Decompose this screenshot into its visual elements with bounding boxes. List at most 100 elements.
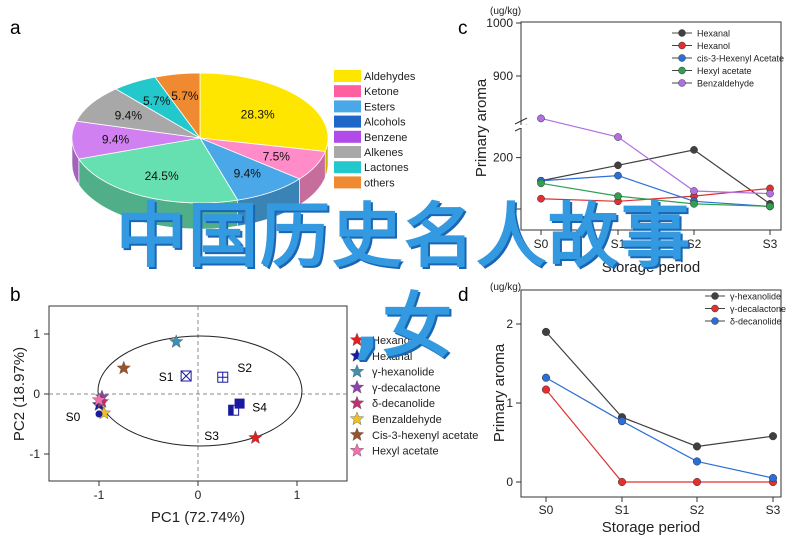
legend-label: Benzene xyxy=(364,132,407,144)
pie-slice xyxy=(199,72,329,152)
pie-chart: 28.3%7.5%9.4%24.5%9.4%9.4%5.7% 5.7% xyxy=(71,72,329,230)
y-tick-label: 0 xyxy=(33,387,40,401)
legend-marker xyxy=(349,364,365,378)
sample-marker xyxy=(228,404,240,416)
sample-marker-plus xyxy=(217,372,228,383)
legend-marker xyxy=(678,54,686,62)
series-line xyxy=(545,377,774,479)
data-point xyxy=(614,171,622,180)
loading-marker xyxy=(91,392,107,407)
legend-label: Hexanol xyxy=(697,41,730,51)
x-tick-label: S1 xyxy=(615,503,630,517)
y-tick-label: 0 xyxy=(506,475,513,489)
sample-label: S1 xyxy=(159,370,174,384)
series-line xyxy=(545,389,773,483)
legend-marker xyxy=(711,317,719,325)
data-point xyxy=(692,442,702,451)
data-point xyxy=(617,477,627,487)
legend-marker xyxy=(349,332,365,347)
x-tick-label: S3 xyxy=(763,237,778,251)
legend-marker xyxy=(349,427,365,441)
data-point xyxy=(617,417,627,426)
legend-label: Benzaldehyde xyxy=(372,414,442,426)
legend-label: Alcohols xyxy=(364,117,406,129)
sample-label: S0 xyxy=(66,410,81,424)
y-tick-label: 2 xyxy=(506,317,513,331)
legend-label: Hexyl acetate xyxy=(697,66,752,76)
y-axis-label: Primary aroma xyxy=(473,78,490,177)
legend-label: Ketone xyxy=(364,86,399,98)
x-axis-label: Storage period xyxy=(602,519,700,536)
panel-label-a: a xyxy=(10,18,21,39)
legend-marker xyxy=(349,395,365,410)
series-line xyxy=(540,174,771,208)
sample-marker xyxy=(217,371,229,383)
data-point xyxy=(768,474,778,483)
data-point xyxy=(537,179,545,188)
y-tick-label: 1 xyxy=(506,396,513,410)
legend-marker xyxy=(678,79,686,87)
legend-swatch xyxy=(334,85,361,98)
data-point xyxy=(541,327,551,336)
legend-swatch xyxy=(334,176,361,189)
x-tick-label: S0 xyxy=(534,237,549,251)
x-tick-label: 0 xyxy=(195,488,202,502)
data-point xyxy=(537,194,545,203)
pie-slice xyxy=(75,88,201,139)
data-point xyxy=(690,187,698,195)
data-point xyxy=(614,161,622,170)
data-point xyxy=(766,202,774,211)
confidence-ellipse xyxy=(97,335,303,447)
legend-marker xyxy=(349,379,365,394)
y-tick-label: 1000 xyxy=(486,16,513,30)
y-tick-label: -1 xyxy=(29,447,40,461)
pie-slice xyxy=(154,72,201,140)
sample-marker xyxy=(95,410,103,418)
pie-slice-label: 5.7% xyxy=(143,94,171,108)
legend-label: γ-hexanolide xyxy=(730,292,781,302)
legend-label: γ-decalactone xyxy=(372,382,441,394)
legend-marker xyxy=(349,411,365,426)
series-line xyxy=(540,149,771,205)
legend-label: Cis-3-hexenyl acetate xyxy=(372,430,478,442)
legend-marker xyxy=(349,443,365,457)
y-unit: (ug/kg) xyxy=(490,6,521,17)
pie-slice-label: 28.3% xyxy=(241,107,275,121)
y-axis-label: Primary aroma xyxy=(491,343,508,442)
data-point xyxy=(541,373,551,382)
x-tick-label: -1 xyxy=(94,488,105,502)
x-tick-label: S0 xyxy=(539,503,554,517)
legend-label: Aldehydes xyxy=(364,71,416,83)
legend-label: Alkenes xyxy=(364,147,404,159)
x-axis-label: Storage period xyxy=(602,259,700,276)
legend-label: Hexanal xyxy=(372,351,412,363)
pie-side-layer xyxy=(71,137,329,230)
overlay-title-line1: 中国历史名人故事 xyxy=(116,195,692,277)
legend-swatch xyxy=(334,115,361,128)
y-tick-label: 900 xyxy=(493,69,513,83)
legend-swatch xyxy=(334,146,361,158)
y-unit: (ug/kg) xyxy=(490,282,521,293)
legend-swatch xyxy=(334,161,361,174)
legend-label: cis-3-Hexenyl Acetate xyxy=(697,54,784,64)
line-chart-d: (ug/kg) 2 1 0 S0 S1 S2 S3 Storage period Primary … xyxy=(490,282,786,536)
axis-break-gap xyxy=(514,125,528,128)
pie-slice-label: 7.5% xyxy=(263,149,291,163)
loading-marker xyxy=(169,334,184,348)
legend-label: Esters xyxy=(364,101,396,113)
legend-marker xyxy=(349,348,365,362)
x-tick-label: S2 xyxy=(687,237,702,251)
legend-swatch xyxy=(334,70,361,82)
data-point xyxy=(692,477,702,487)
y-tick-label: 1 xyxy=(33,327,40,341)
x-tick-label: S2 xyxy=(690,503,705,517)
legend-label: γ-hexanolide xyxy=(372,367,434,379)
legend-label: δ-decanolide xyxy=(730,317,782,327)
plot-frame xyxy=(520,289,782,498)
data-point xyxy=(690,200,698,208)
plot-frame xyxy=(520,21,782,231)
sample-marker xyxy=(180,370,192,382)
sample-marker-cross xyxy=(180,370,192,382)
data-point xyxy=(766,189,774,198)
